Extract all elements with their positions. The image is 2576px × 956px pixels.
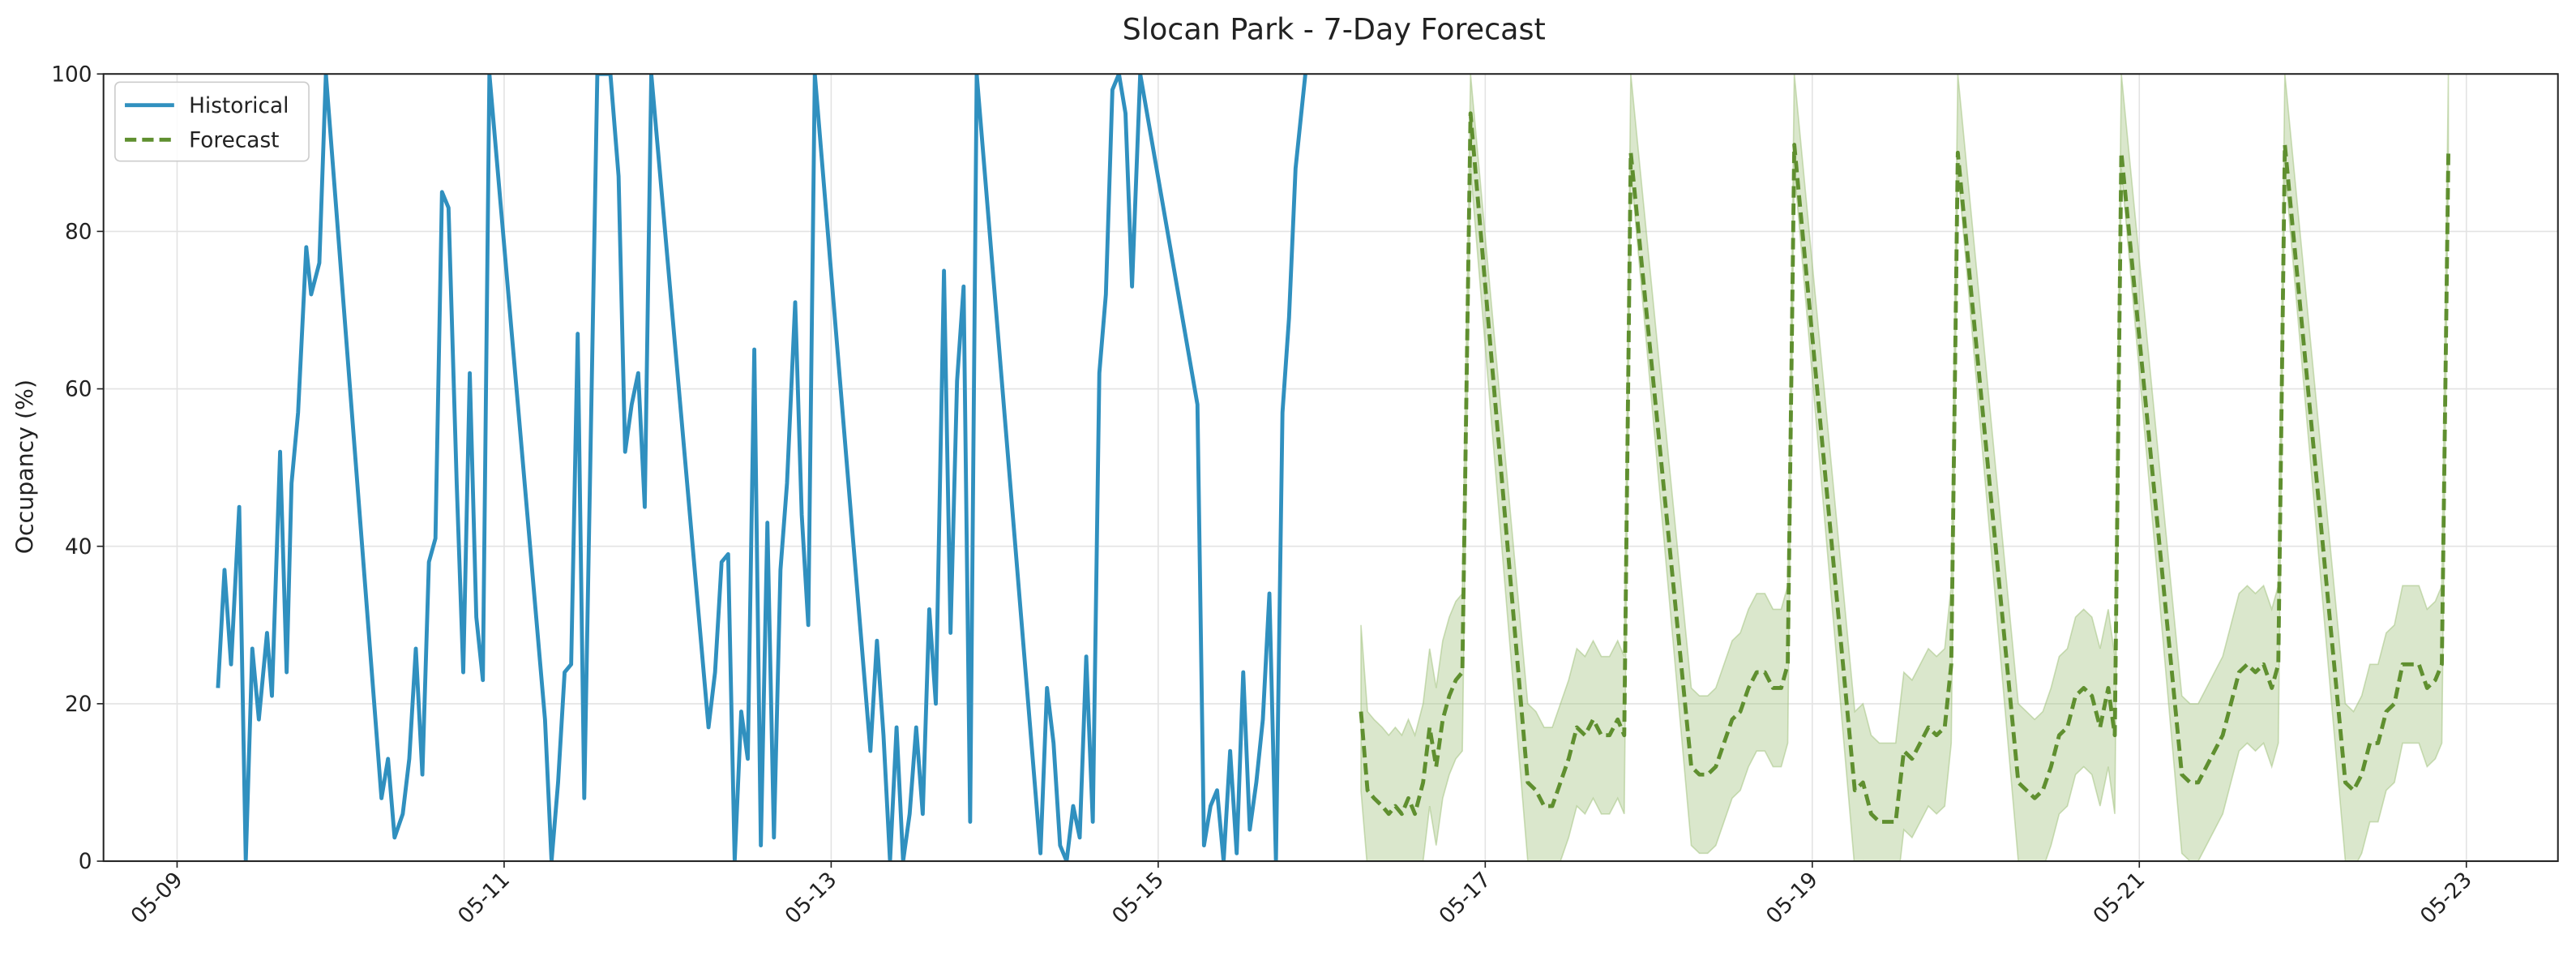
y-tick-label: 40 bbox=[65, 535, 92, 559]
legend-label: Historical bbox=[189, 94, 289, 118]
plot-area bbox=[216, 74, 2450, 862]
x-tick-label: 05-21 bbox=[2089, 868, 2150, 928]
chart-title: Slocan Park - 7-Day Forecast bbox=[1123, 12, 1546, 47]
y-tick-label: 60 bbox=[65, 378, 92, 402]
series-line bbox=[1359, 111, 2450, 824]
x-tick-label: 05-09 bbox=[126, 868, 187, 928]
axes-frame bbox=[102, 73, 2559, 863]
x-tick-label: 05-19 bbox=[1762, 868, 1823, 928]
x-tick-label: 05-15 bbox=[1108, 868, 1169, 928]
y-tick-label: 80 bbox=[65, 221, 92, 245]
legend-label: Forecast bbox=[189, 128, 279, 152]
x-tick-label: 05-17 bbox=[1435, 868, 1496, 928]
y-axis-label: Occupancy (%) bbox=[12, 379, 39, 554]
confidence-band bbox=[1360, 74, 2450, 862]
y-tick-label: 0 bbox=[79, 850, 92, 874]
series-line bbox=[216, 74, 1307, 862]
x-tick-label: 05-13 bbox=[781, 868, 841, 928]
y-tick-label: 100 bbox=[51, 62, 92, 87]
y-tick-label: 20 bbox=[65, 692, 92, 717]
x-tick-label: 05-23 bbox=[2416, 868, 2476, 928]
x-tick-label: 05-11 bbox=[454, 868, 515, 928]
